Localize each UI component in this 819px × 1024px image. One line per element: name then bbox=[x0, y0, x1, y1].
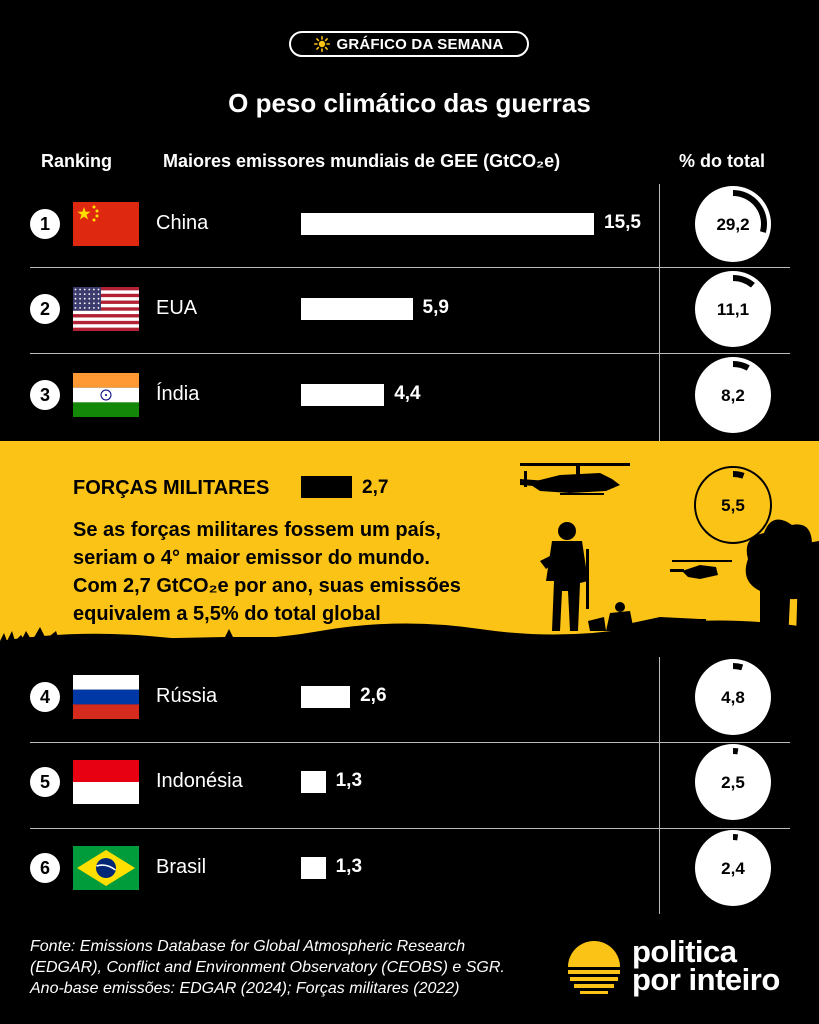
percent-label: 8,2 bbox=[721, 386, 745, 405]
military-text-line: seriam o 4° maior emissor do mundo. bbox=[73, 547, 430, 569]
row-divider bbox=[30, 353, 790, 354]
sun-icon bbox=[314, 36, 331, 52]
military-text-line: Se as forças militares fossem um país, bbox=[73, 519, 441, 541]
percent-donut: 2,4 bbox=[693, 828, 773, 908]
percent-donut: 11,1 bbox=[693, 269, 773, 349]
row-divider bbox=[30, 267, 790, 268]
percent-label: 5,5 bbox=[721, 496, 745, 515]
emission-bar bbox=[301, 771, 326, 793]
row-divider bbox=[30, 742, 790, 743]
percent-label: 11,1 bbox=[717, 300, 749, 319]
military-percent-donut: 5,5 bbox=[693, 465, 773, 545]
percent-donut: 29,2 bbox=[693, 184, 773, 264]
usa-flag bbox=[73, 287, 139, 331]
percent-arc bbox=[732, 663, 744, 671]
percent-column-header: % do total bbox=[679, 151, 765, 171]
india-flag bbox=[73, 373, 139, 417]
percent-label: 29,2 bbox=[716, 215, 749, 234]
percent-label: 2,5 bbox=[721, 773, 745, 792]
emission-bar bbox=[301, 384, 385, 406]
brazil-flag bbox=[73, 846, 139, 890]
week-chart-badge: GRÁFICO DA SEMANA bbox=[289, 31, 529, 57]
source-line: Ano-base emissões: EDGAR (2024); Forças … bbox=[30, 980, 460, 997]
rank-badge: 6 bbox=[30, 853, 60, 883]
row-divider bbox=[30, 828, 790, 829]
china-flag bbox=[73, 202, 139, 246]
rank-badge: 2 bbox=[30, 294, 60, 324]
emitters-column-header: Maiores emissores mundiais de GEE (GtCO₂… bbox=[163, 151, 561, 171]
percent-arc bbox=[732, 275, 755, 288]
emission-value-label: 2,6 bbox=[360, 685, 387, 706]
country-name: Rússia bbox=[156, 685, 218, 707]
percent-donut: 8,2 bbox=[693, 355, 773, 435]
percent-arc bbox=[732, 361, 750, 371]
emission-bar bbox=[301, 298, 413, 320]
rank-badge: 5 bbox=[30, 767, 60, 797]
percent-donut: 2,5 bbox=[693, 742, 773, 822]
russia-flag bbox=[73, 675, 139, 719]
chart-title: O peso climático das guerras bbox=[228, 88, 591, 118]
rank-badge: 1 bbox=[30, 209, 60, 239]
source-line: (EDGAR), Conflict and Environment Observ… bbox=[30, 959, 505, 976]
logo-line: por inteiro bbox=[632, 962, 780, 997]
emission-value-label: 15,5 bbox=[604, 212, 641, 233]
country-name: Indonésia bbox=[156, 770, 243, 792]
military-bar bbox=[301, 476, 352, 498]
percent-label: 4,8 bbox=[721, 688, 745, 707]
percent-arc bbox=[732, 190, 767, 233]
ranking-column-header: Ranking bbox=[41, 151, 113, 171]
military-text-line: equivalem a 5,5% do total global bbox=[73, 603, 381, 625]
military-value-label: 2,7 bbox=[362, 477, 389, 498]
column-divider bbox=[659, 184, 660, 441]
rank-badge: 4 bbox=[30, 682, 60, 712]
indonesia-flag bbox=[73, 760, 139, 804]
column-divider bbox=[659, 657, 660, 914]
emission-bar bbox=[301, 857, 326, 879]
emission-value-label: 1,3 bbox=[335, 770, 363, 791]
military-label: FORÇAS MILITARES bbox=[73, 477, 270, 499]
percent-label: 2,4 bbox=[721, 859, 745, 878]
country-name: China bbox=[156, 212, 209, 234]
source-note: Fonte: Emissions Database for Global Atm… bbox=[30, 936, 570, 999]
military-description: Se as forças militares fossem um país, s… bbox=[73, 516, 553, 628]
military-band bbox=[0, 441, 819, 657]
brand-logo: politica por inteiro bbox=[566, 934, 796, 997]
badge-label: GRÁFICO DA SEMANA bbox=[336, 35, 504, 53]
country-name: EUA bbox=[156, 297, 198, 319]
source-line: Fonte: Emissions Database for Global Atm… bbox=[30, 938, 466, 955]
emission-value-label: 1,3 bbox=[335, 856, 363, 877]
emission-value-label: 5,9 bbox=[422, 297, 449, 318]
emission-bar bbox=[301, 686, 351, 708]
military-text-line: Com 2,7 GtCO₂e por ano, suas emissões bbox=[73, 575, 461, 597]
percent-arc bbox=[732, 470, 745, 479]
emission-bar bbox=[301, 213, 594, 235]
rank-badge: 3 bbox=[30, 380, 60, 410]
country-name: Brasil bbox=[156, 856, 207, 878]
emission-value-label: 4,4 bbox=[394, 383, 421, 404]
country-name: Índia bbox=[156, 383, 200, 405]
logo-sun-icon bbox=[568, 941, 620, 994]
war-silhouette-illustration bbox=[0, 463, 819, 657]
percent-donut: 4,8 bbox=[693, 657, 773, 737]
logo-line: politica bbox=[632, 934, 737, 969]
